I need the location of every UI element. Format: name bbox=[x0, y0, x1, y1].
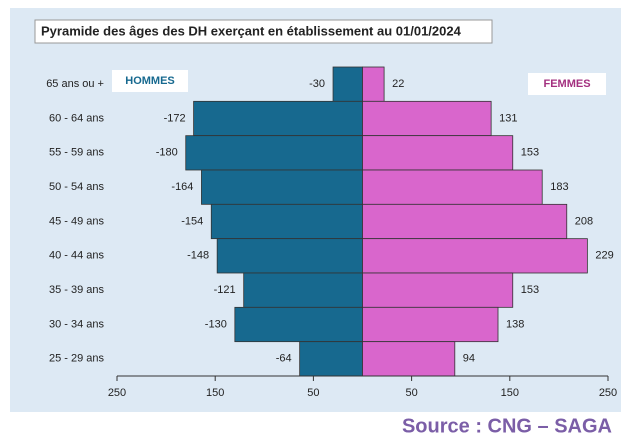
bar bbox=[299, 341, 363, 377]
data-label: -180 bbox=[156, 147, 178, 159]
data-label: 94 bbox=[463, 353, 475, 365]
bar bbox=[362, 341, 456, 377]
legend-box bbox=[528, 73, 606, 95]
data-label: -64 bbox=[276, 353, 292, 365]
bar bbox=[362, 66, 385, 102]
y-tick-label: 55 - 59 ans bbox=[49, 147, 105, 159]
x-tick-label: 50 bbox=[405, 387, 417, 399]
x-tick-label: 50 bbox=[307, 387, 319, 399]
bar bbox=[362, 135, 514, 171]
bar bbox=[362, 100, 492, 137]
bar bbox=[362, 272, 514, 308]
data-label: 229 bbox=[595, 250, 613, 262]
y-tick-label: 40 - 44 ans bbox=[49, 250, 105, 262]
data-label: -121 bbox=[214, 284, 236, 296]
data-label: -164 bbox=[171, 181, 193, 193]
legend-label: FEMMES bbox=[543, 78, 590, 90]
x-tick-label: 150 bbox=[501, 387, 519, 399]
data-label: 131 bbox=[499, 112, 517, 124]
chart-title: Pyramide des âges des DH exerçant en éta… bbox=[41, 23, 462, 38]
data-label: -30 bbox=[309, 78, 325, 90]
y-tick-label: 50 - 54 ans bbox=[49, 181, 105, 193]
bar bbox=[216, 238, 363, 274]
x-tick-label: 250 bbox=[599, 387, 617, 399]
data-label: 138 bbox=[506, 318, 524, 330]
y-tick-label: 30 - 34 ans bbox=[49, 318, 105, 330]
data-label: -172 bbox=[164, 112, 186, 124]
y-tick-label: 45 - 49 ans bbox=[49, 215, 105, 227]
data-label: 22 bbox=[392, 78, 404, 90]
data-label: 208 bbox=[575, 215, 593, 227]
bar bbox=[243, 272, 363, 308]
source: Source : CNG – SAGA bbox=[402, 415, 612, 434]
data-label: 153 bbox=[521, 147, 539, 159]
legend-box bbox=[112, 70, 188, 92]
bar bbox=[201, 169, 363, 205]
data-label: 183 bbox=[550, 181, 568, 193]
y-tick-label: 25 - 29 ans bbox=[49, 353, 105, 365]
y-tick-label: 60 - 64 ans bbox=[49, 112, 105, 124]
bar bbox=[234, 306, 363, 343]
bar bbox=[362, 238, 588, 274]
data-label: 153 bbox=[521, 284, 539, 296]
x-tick-label: 150 bbox=[206, 387, 224, 399]
bar bbox=[362, 306, 499, 343]
y-tick-label: 35 - 39 ans bbox=[49, 284, 105, 296]
y-tick-label: 65 ans ou + bbox=[46, 78, 104, 90]
title-box bbox=[34, 19, 493, 44]
x-tick-label: 250 bbox=[108, 387, 126, 399]
bar bbox=[362, 169, 543, 205]
bar bbox=[210, 203, 363, 240]
data-label: -154 bbox=[181, 215, 203, 227]
data-label: -130 bbox=[205, 318, 227, 330]
bar bbox=[362, 203, 568, 240]
bar bbox=[193, 100, 363, 137]
bar bbox=[332, 66, 363, 102]
legend-label: HOMMES bbox=[125, 75, 175, 87]
data-label: -148 bbox=[187, 250, 209, 262]
bar bbox=[185, 135, 363, 171]
